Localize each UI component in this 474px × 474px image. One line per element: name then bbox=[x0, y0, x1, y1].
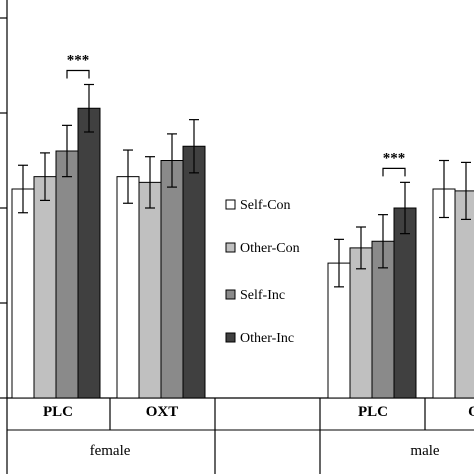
significance-label: *** bbox=[383, 150, 406, 166]
significance-bracket bbox=[66, 69, 90, 79]
legend-swatch bbox=[225, 242, 236, 253]
bar bbox=[11, 188, 35, 399]
x-tick-label: O bbox=[468, 404, 474, 420]
legend-label: Self-Inc bbox=[240, 288, 285, 303]
chart-labels: PLC *** OXT PLC *** Ofemale male bbox=[43, 53, 474, 460]
bar bbox=[116, 176, 140, 399]
bar bbox=[160, 160, 184, 399]
bar bbox=[55, 150, 79, 399]
bar bbox=[77, 107, 101, 399]
bar bbox=[349, 247, 373, 399]
x-tick-label: OXT bbox=[146, 404, 179, 420]
significance-label: *** bbox=[67, 53, 90, 69]
bar bbox=[182, 145, 206, 399]
legend-swatch bbox=[225, 289, 236, 300]
chart-bars bbox=[11, 83, 474, 399]
x-tick-label: PLC bbox=[43, 404, 73, 420]
x-group-label: male bbox=[410, 443, 439, 459]
legend-swatch bbox=[225, 199, 236, 210]
bar bbox=[432, 188, 456, 399]
x-group-label: female bbox=[90, 443, 131, 459]
bar bbox=[33, 176, 57, 399]
significance-bracket bbox=[382, 167, 406, 177]
chart-legend: Self-Con Other-Con Self-Inc Other-Inc bbox=[225, 198, 300, 346]
legend-label: Other-Inc bbox=[240, 331, 294, 346]
legend-label: Other-Con bbox=[240, 241, 300, 256]
legend-swatch bbox=[225, 332, 236, 343]
bar bbox=[454, 190, 474, 399]
bar bbox=[138, 181, 162, 399]
bar bbox=[393, 207, 417, 399]
legend-label: Self-Con bbox=[240, 198, 291, 213]
x-tick-label: PLC bbox=[358, 404, 388, 420]
